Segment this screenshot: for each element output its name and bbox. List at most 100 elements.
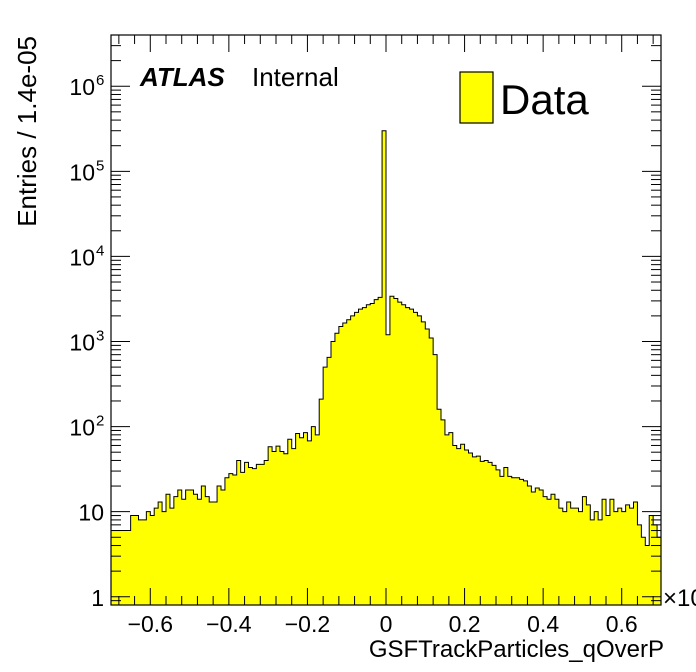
histogram-bar: [472, 456, 477, 605]
histogram-bar: [519, 479, 524, 605]
histogram-bar: [173, 496, 179, 605]
histogram-bar: [433, 354, 438, 605]
histogram-bar: [421, 321, 426, 605]
x-tick-label: 0: [380, 611, 393, 637]
histogram-bar: [272, 451, 277, 605]
atlas-label: ATLAS: [139, 62, 225, 92]
histogram-bar: [354, 312, 359, 605]
histogram-bar: [617, 508, 623, 605]
x-axis-label: GSFTrackParticles_qOverP: [369, 636, 664, 663]
histogram-bar: [515, 477, 520, 605]
histogram-bar: [118, 530, 124, 605]
histogram-bar: [570, 508, 575, 605]
histogram-bar: [409, 309, 414, 605]
x-tick-label: −0.2: [285, 611, 330, 637]
histogram-bar: [590, 519, 595, 605]
histogram-bar: [452, 445, 458, 605]
histogram-bar: [213, 501, 218, 605]
histogram-bar: [201, 486, 206, 605]
histogram-bar: [221, 489, 226, 605]
histogram-bar: [382, 130, 387, 605]
histogram-bar: [464, 450, 469, 605]
x-tick-label: −0.6: [128, 611, 173, 637]
histogram-bar: [268, 446, 273, 605]
histogram-bar: [334, 333, 340, 605]
histogram-bar: [488, 462, 493, 605]
histogram-bar: [260, 464, 265, 605]
histogram-bar: [303, 432, 308, 605]
histogram-bar: [374, 299, 379, 605]
histogram-bar: [130, 515, 135, 605]
histogram-bar: [393, 298, 399, 605]
histogram-bar: [598, 519, 603, 605]
histogram-bar: [625, 504, 630, 605]
histogram-bar: [295, 433, 300, 605]
histogram-bar: [397, 302, 403, 605]
y-tick-label: 10: [69, 74, 95, 100]
histogram-bar: [279, 451, 285, 605]
histogram-bar: [122, 530, 128, 605]
histogram-bar: [287, 439, 293, 605]
histogram-bar: [228, 473, 234, 605]
histogram-bar: [256, 464, 261, 605]
histogram-bar: [582, 496, 587, 605]
histogram-bar: [413, 312, 418, 605]
histogram-bar: [299, 437, 304, 605]
histogram-bar: [637, 524, 642, 605]
y-tick-label: 1: [91, 585, 104, 611]
histogram-bar: [264, 460, 269, 605]
histogram-bar: [444, 434, 450, 605]
histogram-bar: [629, 508, 634, 605]
histogram-bar: [236, 460, 241, 605]
histogram-bar: [338, 326, 344, 605]
histogram-bar: [476, 456, 481, 605]
histogram-bar: [150, 515, 155, 605]
histogram-bar: [342, 322, 348, 605]
legend-label: Data: [500, 76, 589, 123]
histogram-bar: [311, 426, 316, 605]
x-tick-label: 0.6: [606, 611, 638, 637]
histogram-bar: [350, 315, 355, 605]
histogram-bar: [401, 304, 406, 605]
y-axis-label: Entries / 1.4e-05: [12, 36, 42, 227]
histogram-bar: [154, 508, 159, 605]
histogram-bar: [142, 519, 147, 605]
internal-label: Internal: [252, 62, 339, 92]
histogram-bar: [166, 494, 171, 605]
histogram-bar: [609, 499, 615, 605]
histogram-bar: [496, 469, 501, 605]
histogram-bar: [323, 367, 328, 605]
histogram-bar: [594, 511, 599, 605]
histogram-bar: [645, 545, 650, 605]
histogram-bar: [425, 329, 430, 605]
histogram-bar: [126, 530, 131, 605]
histogram-bar: [240, 472, 245, 605]
histogram-bar: [276, 446, 281, 605]
histogram-bar: [456, 448, 461, 605]
histogram-bar: [460, 444, 465, 605]
histogram-bar: [138, 519, 143, 605]
histogram-bar: [523, 480, 528, 605]
histogram-bar: [574, 508, 579, 605]
histogram-bar: [535, 487, 540, 605]
y-tick-exponent: 2: [96, 413, 104, 430]
histogram-bar: [232, 474, 238, 605]
y-tick-exponent: 5: [96, 157, 104, 174]
histogram-bar: [507, 476, 513, 605]
histogram-bar: [539, 489, 544, 605]
histogram-bar: [499, 476, 505, 605]
histogram-outline: [110, 130, 662, 605]
histogram-bar: [146, 511, 151, 605]
histogram-bar: [189, 489, 194, 605]
histogram-bar: [370, 303, 375, 605]
y-tick-exponent: 6: [96, 72, 104, 89]
histogram-bar: [358, 309, 363, 605]
histogram-bar: [158, 501, 163, 605]
histogram-bar: [468, 452, 473, 605]
histogram-bar: [169, 508, 175, 605]
histogram-bar: [224, 477, 230, 605]
histogram-bar: [653, 524, 658, 605]
histogram-bar: [531, 492, 536, 605]
